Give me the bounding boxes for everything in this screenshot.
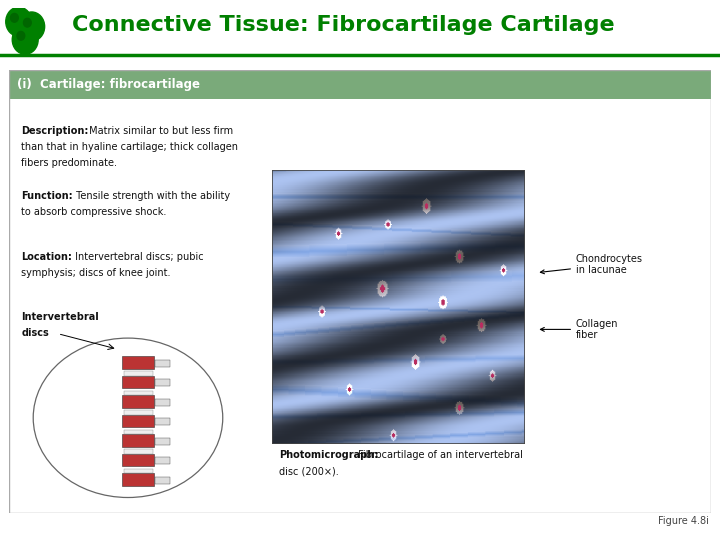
Text: Location:: Location: [22,252,72,262]
Circle shape [24,18,31,27]
Circle shape [11,14,18,22]
Bar [125,372,153,376]
Bar [122,376,154,388]
Circle shape [17,31,24,40]
Bar [155,457,170,464]
Ellipse shape [33,338,222,497]
Bar [125,449,153,454]
Text: than that in hyaline cartilage; thick collagen: than that in hyaline cartilage; thick co… [22,142,238,152]
Bar [155,379,170,386]
Text: Collagen
fiber: Collagen fiber [541,319,618,340]
Bar [9,70,711,99]
Text: symphysis; discs of knee joint.: symphysis; discs of knee joint. [22,268,171,278]
Text: discs: discs [22,328,49,338]
Bar [122,434,154,447]
Text: Description:: Description: [22,126,89,136]
Bar [155,477,170,484]
Bar [155,438,170,445]
Circle shape [12,25,38,54]
Text: to absorb compressive shock.: to absorb compressive shock. [22,207,166,217]
Circle shape [19,12,45,41]
Bar [125,410,153,415]
Circle shape [6,7,32,36]
Text: Connective Tissue: Fibrocartilage Cartilage: Connective Tissue: Fibrocartilage Cartil… [72,15,615,35]
Text: Fibrocartilage of an intervertebral: Fibrocartilage of an intervertebral [355,450,523,460]
Bar [155,399,170,406]
Text: Matrix similar to but less firm: Matrix similar to but less firm [86,126,233,136]
Text: Intervertebral: Intervertebral [22,312,99,321]
Bar [122,473,154,485]
Text: Figure 4.8i: Figure 4.8i [658,516,709,526]
Bar [122,454,154,466]
Bar [122,415,154,427]
Text: Photomicrograph:: Photomicrograph: [279,450,378,460]
Text: Intervertebral discs; pubic: Intervertebral discs; pubic [72,252,204,262]
Bar [125,430,153,434]
Text: Function:: Function: [22,191,73,201]
Bar [122,395,154,408]
Bar [125,391,153,395]
Bar [125,469,153,473]
Bar [155,418,170,426]
Text: disc (200×).: disc (200×). [279,467,338,476]
Bar [155,360,170,367]
Text: (i)  Cartilage: fibrocartilage: (i) Cartilage: fibrocartilage [17,78,200,91]
Text: Tensile strength with the ability: Tensile strength with the ability [73,191,230,201]
Text: fibers predominate.: fibers predominate. [22,158,117,168]
Bar [122,356,154,369]
Text: Chondrocytes
in lacunae: Chondrocytes in lacunae [541,254,643,275]
